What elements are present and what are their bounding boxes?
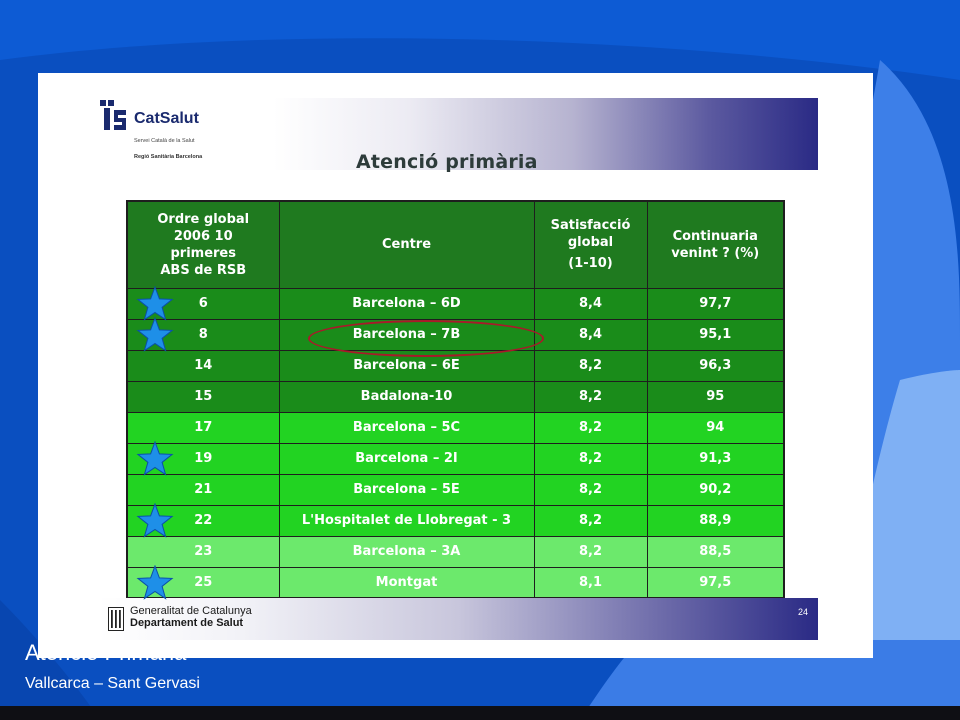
logo-subtitle: Servei Català de la Salut <box>134 138 195 144</box>
bottom-strip <box>0 706 960 720</box>
footer-gradient-band <box>98 598 818 640</box>
footer-institution: Generalitat de Catalunya Departament de … <box>130 605 252 629</box>
table-row: 22 L'Hospitalet de Llobregat - 3 8,2 88,… <box>126 504 785 537</box>
continuity-cell: 95 <box>646 380 785 413</box>
satisfaction-cell: 8,2 <box>533 411 648 444</box>
ranking-table: Ordre global 2006 10 primeres ABS de RSB… <box>126 200 785 599</box>
footer-line2: Departament de Salut <box>130 617 244 629</box>
centre-cell: L'Hospitalet de Llobregat - 3 <box>278 504 535 537</box>
centre-cell: Barcelona – 6D <box>278 287 535 320</box>
catsalut-logo-icon <box>100 100 126 130</box>
continuity-cell: 91,3 <box>646 442 785 475</box>
header-satisfaction: Satisfacció global (1-10) <box>533 200 648 289</box>
centre-cell: Barcelona – 2I <box>278 442 535 475</box>
rank-cell: 15 <box>126 380 280 413</box>
centre-cell: Barcelona – 5E <box>278 473 535 506</box>
highlight-ellipse <box>308 320 544 357</box>
star-icon <box>136 286 174 321</box>
centre-cell: Barcelona – 3A <box>278 535 535 568</box>
generalitat-logo-icon <box>108 607 124 631</box>
header-centre: Centre <box>278 200 535 289</box>
continuity-cell: 96,3 <box>646 349 785 382</box>
satisfaction-cell: 8,4 <box>533 318 648 351</box>
rank-cell: 17 <box>126 411 280 444</box>
satisfaction-cell: 8,2 <box>533 473 648 506</box>
continuity-cell: 88,5 <box>646 535 785 568</box>
table-row: 17 Barcelona – 5C 8,2 94 <box>126 411 785 444</box>
centre-cell: Barcelona – 5C <box>278 411 535 444</box>
table-row: 14 Barcelona – 6E 8,2 96,3 <box>126 349 785 382</box>
table-row: 19 Barcelona – 2I 8,2 91,3 <box>126 442 785 475</box>
header-rank: Ordre global 2006 10 primeres ABS de RSB <box>126 200 280 289</box>
satisfaction-cell: 8,2 <box>533 349 648 382</box>
satisfaction-cell: 8,2 <box>533 535 648 568</box>
logo-region: Regió Sanitària Barcelona <box>134 154 203 160</box>
rank-cell: 21 <box>126 473 280 506</box>
table-row: 15 Badalona-10 8,2 95 <box>126 380 785 413</box>
rank-cell: 14 <box>126 349 280 382</box>
table-row: 21 Barcelona – 5E 8,2 90,2 <box>126 473 785 506</box>
continuity-cell: 90,2 <box>646 473 785 506</box>
satisfaction-cell: 8,2 <box>533 504 648 537</box>
slide: CatSalut Servei Català de la Salut Regió… <box>38 73 873 658</box>
continuity-cell: 97,7 <box>646 287 785 320</box>
logo-name: CatSalut <box>134 110 199 127</box>
satisfaction-cell: 8,2 <box>533 442 648 475</box>
satisfaction-cell: 8,4 <box>533 287 648 320</box>
header-gradient-band <box>273 98 818 170</box>
overlay-subtitle: Vallcarca – Sant Gervasi <box>25 675 200 692</box>
overlay-title: Atenció Primària <box>25 640 187 665</box>
header-continuity: Continuaria venint ? (%) <box>646 200 785 289</box>
continuity-cell: 95,1 <box>646 318 785 351</box>
footer-line1: Generalitat de Catalunya <box>130 605 252 617</box>
continuity-cell: 88,9 <box>646 504 785 537</box>
star-icon <box>136 565 174 600</box>
table-row: 23 Barcelona – 3A 8,2 88,5 <box>126 535 785 568</box>
continuity-cell: 94 <box>646 411 785 444</box>
table-row: 6 Barcelona – 6D 8,4 97,7 <box>126 287 785 320</box>
star-icon <box>136 441 174 476</box>
centre-cell: Badalona-10 <box>278 380 535 413</box>
page-number: 24 <box>798 607 809 617</box>
star-icon <box>136 503 174 538</box>
satisfaction-cell: 8,1 <box>533 566 648 599</box>
table-row: 25 Montgat 8,1 97,5 <box>126 566 785 599</box>
centre-cell: Montgat <box>278 566 535 599</box>
table-header-row: Ordre global 2006 10 primeres ABS de RSB… <box>126 200 785 289</box>
catsalut-logo: CatSalut Servei Català de la Salut Regió… <box>98 98 248 178</box>
continuity-cell: 97,5 <box>646 566 785 599</box>
star-icon <box>136 317 174 352</box>
rank-cell: 23 <box>126 535 280 568</box>
slide-title: Atenció primària <box>356 151 538 173</box>
satisfaction-cell: 8,2 <box>533 380 648 413</box>
